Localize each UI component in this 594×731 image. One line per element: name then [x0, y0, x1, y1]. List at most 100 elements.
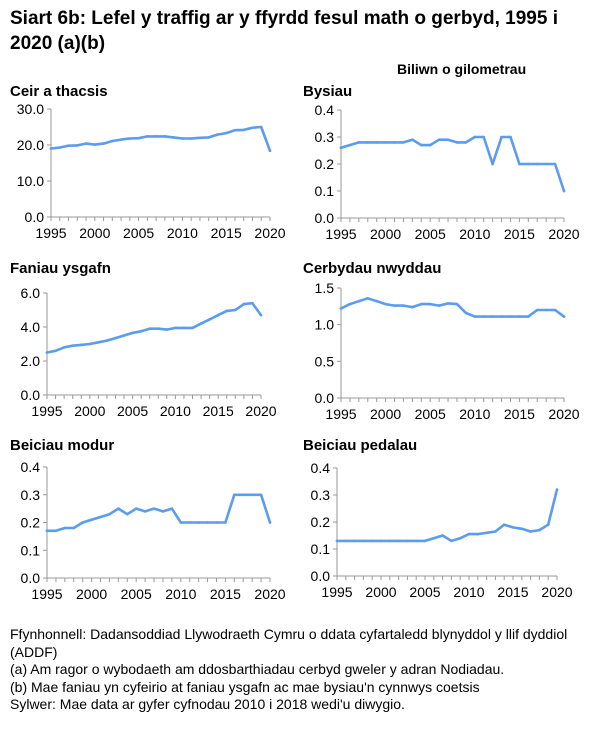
x-tick-label: 2010	[453, 584, 484, 600]
data-point-buses	[562, 189, 566, 193]
data-point-goods	[411, 305, 414, 309]
data-point-motorcycles	[117, 507, 120, 510]
data-point-goods	[339, 307, 343, 310]
data-point-vans	[251, 301, 254, 305]
data-point-cars	[75, 144, 79, 147]
x-tick-label: 2020	[541, 584, 572, 600]
data-point-motorcycles	[268, 521, 272, 524]
data-point-buses	[446, 138, 450, 141]
data-point-goods	[553, 308, 557, 312]
data-point-motorcycles	[72, 526, 76, 530]
x-tick-label: 1995	[35, 225, 66, 241]
series-line-pedal-cycles	[335, 488, 559, 543]
data-point-goods	[518, 315, 521, 318]
data-point-cars	[93, 143, 97, 146]
data-point-pedal-cycles	[529, 530, 532, 533]
panel-title-pedal-cycles: Beiciau pedalau	[303, 437, 418, 454]
data-point-buses	[473, 135, 477, 139]
data-point-buses	[509, 135, 512, 139]
x-tick-label: 2000	[79, 225, 110, 241]
data-point-pedal-cycles	[546, 523, 550, 526]
y-tick-label: 0.4	[21, 459, 41, 475]
data-point-cars	[251, 126, 254, 130]
data-point-motorcycles	[81, 521, 84, 524]
series-line-buses	[339, 135, 566, 193]
x-tick-label: 2010	[459, 406, 490, 422]
x-tick-label: 2015	[504, 226, 535, 242]
data-point-pedal-cycles	[441, 534, 444, 537]
x-tick-label: 1995	[31, 586, 62, 602]
x-tick-label: 2000	[76, 586, 107, 602]
y-tick-label: 0.2	[315, 156, 335, 172]
data-point-pedal-cycles	[494, 530, 497, 533]
data-point-cars	[207, 136, 210, 139]
data-point-motorcycles	[224, 521, 227, 524]
data-point-vans	[114, 336, 117, 340]
data-point-cars	[181, 137, 184, 140]
data-point-goods	[437, 304, 441, 307]
data-point-cars	[128, 137, 132, 140]
data-point-vans	[216, 313, 220, 317]
data-point-buses	[455, 141, 459, 144]
data-point-buses	[544, 162, 548, 166]
data-point-motorcycles	[45, 529, 49, 533]
data-point-pedal-cycles	[370, 539, 374, 543]
data-point-vans	[191, 326, 194, 330]
note-c: Sylwer: Mae data ar gyfer cyfnodau 2010 …	[10, 696, 405, 712]
y-tick-label: 30.0	[17, 101, 44, 117]
panel-title-buses: Bysiau	[303, 83, 353, 100]
data-point-vans	[225, 309, 229, 313]
y-tick-label: 0.0	[315, 390, 335, 406]
y-tick-label: 0.1	[311, 541, 331, 557]
data-point-motorcycles	[233, 493, 236, 497]
data-point-goods	[446, 302, 450, 305]
data-point-pedal-cycles	[353, 539, 356, 543]
y-tick-label: 0.3	[21, 487, 41, 503]
x-tick-label: 2005	[409, 584, 440, 600]
x-tick-label: 1995	[325, 406, 356, 422]
data-point-vans	[259, 313, 263, 317]
data-point-cars	[189, 137, 193, 140]
data-point-pedal-cycles	[406, 539, 409, 543]
data-point-buses	[375, 141, 378, 144]
x-tick-label: 2005	[117, 403, 148, 419]
data-point-pedal-cycles	[467, 532, 471, 536]
data-point-buses	[527, 162, 530, 166]
data-point-vans	[105, 339, 109, 342]
panel-title-cars: Ceir a thacsis	[10, 83, 108, 100]
data-point-goods	[375, 299, 378, 303]
data-point-goods	[482, 315, 486, 318]
y-tick-label: 0.1	[21, 542, 41, 558]
series-line-goods	[339, 296, 566, 318]
y-tick-label: 0.0	[25, 209, 45, 225]
data-point-vans	[208, 318, 211, 321]
data-point-vans	[165, 328, 169, 331]
x-tick-label: 2020	[254, 225, 285, 241]
data-point-cars	[268, 149, 272, 153]
data-point-buses	[419, 143, 423, 147]
x-tick-label: 2010	[160, 403, 191, 419]
data-point-goods	[544, 308, 548, 312]
data-point-buses	[553, 162, 557, 166]
x-tick-label: 2015	[497, 584, 528, 600]
panel-title-vans: Faniau ysgafn	[10, 260, 111, 277]
x-tick-label: 2000	[370, 406, 401, 422]
data-point-motorcycles	[99, 515, 102, 519]
data-point-goods	[491, 315, 494, 318]
data-point-vans	[97, 341, 100, 344]
data-point-pedal-cycles	[432, 536, 436, 540]
note-b: (b) Mae faniau yn cyfeirio at faniau ysg…	[10, 678, 480, 695]
x-tick-label: 2010	[167, 225, 198, 241]
data-point-cars	[172, 136, 175, 139]
data-point-motorcycles	[179, 521, 183, 524]
data-point-buses	[518, 162, 521, 166]
data-point-goods	[357, 299, 361, 303]
data-point-vans	[156, 327, 160, 331]
data-point-motorcycles	[250, 493, 254, 497]
data-point-motorcycles	[90, 518, 93, 522]
data-point-motorcycles	[241, 493, 245, 497]
y-tick-label: 0.1	[315, 183, 335, 199]
data-point-buses	[428, 143, 432, 147]
data-point-goods	[509, 315, 512, 318]
